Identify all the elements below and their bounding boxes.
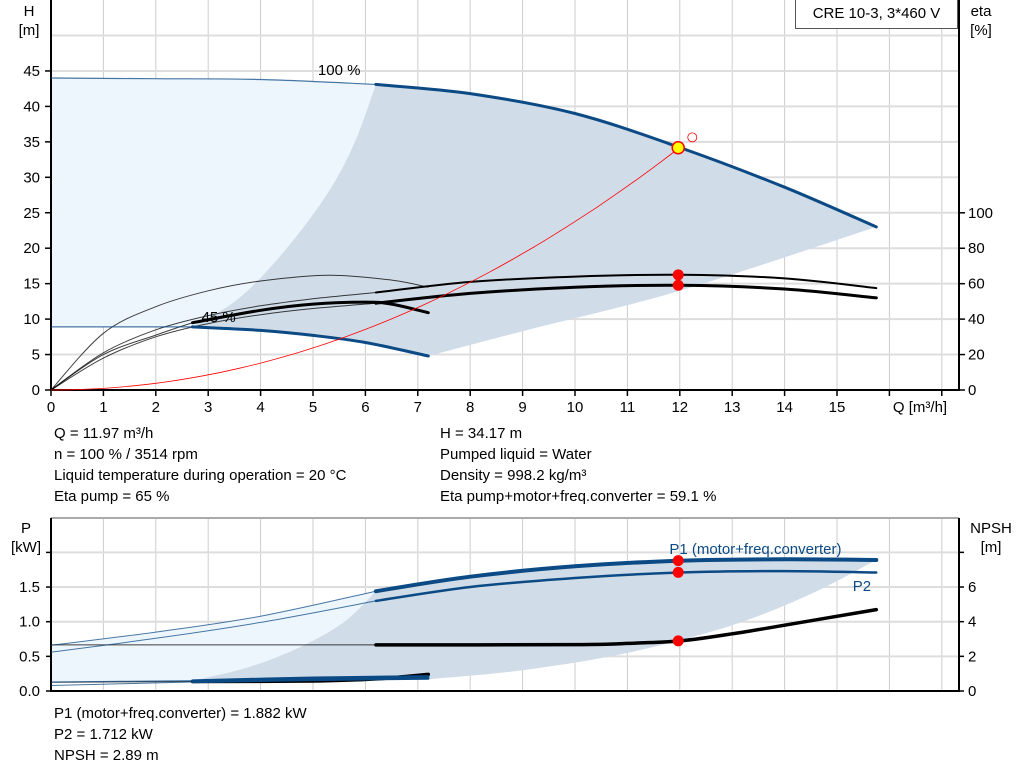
info-density: Density = 998.2 kg/m³	[440, 467, 587, 484]
npsh-tick-label: 4	[968, 614, 976, 631]
eta-curve-thin	[50, 302, 376, 391]
y-tick-label-right: 100	[968, 205, 993, 222]
eta-curve-thin	[50, 292, 376, 391]
y-tick-label-left: 5	[32, 347, 40, 364]
y-axis-label-right: eta	[971, 3, 993, 20]
system-curve	[50, 147, 681, 391]
y-tick-label-right: 20	[968, 347, 985, 364]
x-tick-label: 1	[99, 399, 107, 416]
info-speed: n = 100 % / 3514 rpm	[54, 446, 198, 463]
x-axis-label: Q [m³/h]	[893, 399, 947, 416]
info-pumped-liquid: Pumped liquid = Water	[440, 446, 592, 463]
y-axis-label-left: H	[24, 3, 35, 20]
info-p2: P2 = 1.712 kW	[54, 726, 153, 743]
power-curve	[191, 675, 430, 682]
npsh-tick-label: 0	[968, 683, 976, 700]
x-tick-label: 2	[152, 399, 160, 416]
info-npsh: NPSH = 2.89 m	[54, 747, 159, 764]
x-tick-label: 10	[567, 399, 584, 416]
y-tick-label-left: 20	[23, 240, 40, 257]
pump-title-box: CRE 10-3, 3*460 V	[795, 0, 958, 29]
y-axis-label-right-unit: [%]	[970, 22, 992, 39]
npsh-operating-point	[672, 635, 684, 647]
y-tick-label-left: 30	[23, 169, 40, 186]
eta-curve-thin	[50, 274, 429, 391]
power-curve	[374, 569, 878, 603]
power-curve	[373, 557, 879, 594]
head-curve	[191, 325, 430, 358]
p-tick-label: 0.5	[19, 648, 40, 665]
x-tick-label: 15	[829, 399, 846, 416]
eta-operating-point	[672, 279, 684, 291]
y-tick-label-right: 0	[968, 382, 976, 399]
y-tick-label-left: 15	[23, 276, 40, 293]
head-curve	[374, 82, 878, 229]
power-curve	[191, 677, 430, 684]
x-tick-label: 9	[518, 399, 526, 416]
head-curve-label-100: 100 %	[318, 62, 361, 79]
x-tick-label: 11	[620, 399, 636, 416]
p-tick-label: 1.0	[19, 614, 40, 631]
operating-range-dark	[192, 84, 877, 357]
info-eta-total: Eta pump+motor+freq.converter = 59.1 %	[440, 488, 717, 505]
x-tick-label: 8	[466, 399, 474, 416]
x-tick-label: 13	[724, 399, 741, 416]
npsh-curve	[374, 607, 879, 647]
info-head: H = 34.17 m	[440, 425, 523, 442]
y-tick-label-left: 25	[23, 205, 40, 222]
x-tick-label: 7	[414, 399, 422, 416]
eta-curve-thin	[50, 322, 193, 391]
y-tick-label-right: 60	[968, 276, 985, 293]
y-tick-label-left: 0	[32, 382, 40, 399]
npsh-tick-label: 2	[968, 648, 976, 665]
y-axis-label-left-unit: [m]	[19, 22, 40, 39]
power-curve-thin	[50, 680, 193, 683]
x-tick-label: 0	[47, 399, 55, 416]
p2-curve-label: P2	[853, 578, 871, 595]
power-curve-thin	[50, 590, 377, 646]
x-tick-label: 6	[361, 399, 369, 416]
npsh-tick-label: 6	[968, 579, 976, 596]
x-tick-label: 3	[204, 399, 212, 416]
info-flow: Q = 11.97 m³/h	[54, 425, 154, 442]
y-tick-label-right: 40	[968, 311, 985, 328]
p1-operating-point	[672, 555, 684, 567]
y-tick-label-left: 10	[23, 311, 40, 328]
x-tick-label: 5	[309, 399, 317, 416]
x-tick-label: 14	[776, 399, 793, 416]
info-liquid-temperature: Liquid temperature during operation = 20…	[54, 467, 347, 484]
info-eta-pump: Eta pump = 65 %	[54, 488, 170, 505]
power-curve-thin	[50, 600, 376, 653]
p1-curve-label: P1 (motor+freq.converter)	[669, 541, 841, 558]
p-tick-label: 0.0	[19, 683, 40, 700]
npsh-axis-label: NPSH	[970, 520, 1012, 537]
y-tick-label-left: 35	[23, 134, 40, 151]
system-curve-end-marker	[687, 132, 698, 143]
p-tick-label: 1.5	[19, 579, 40, 596]
eta-operating-point	[672, 269, 684, 281]
y-tick-label-left: 45	[23, 63, 40, 80]
eta-curve	[374, 273, 878, 294]
duty-point	[671, 140, 685, 155]
info-p1: P1 (motor+freq.converter) = 1.882 kW	[54, 705, 307, 722]
x-tick-label: 12	[671, 399, 688, 416]
power-range-dark	[192, 559, 877, 681]
p-axis-label-unit: [kW]	[11, 539, 41, 556]
eta-curve	[191, 300, 430, 325]
head-curve-thin	[50, 77, 376, 85]
npsh-axis-label-unit: [m]	[981, 539, 1002, 556]
eta-curve	[374, 283, 878, 305]
head-curve-label-45: 45 %	[202, 309, 236, 326]
p2-operating-point	[672, 566, 684, 578]
x-tick-label: 4	[256, 399, 264, 416]
p-axis-label: P	[21, 520, 31, 537]
y-tick-label-right: 80	[968, 240, 985, 257]
y-tick-label-left: 40	[23, 98, 40, 115]
power-curve-thin	[50, 681, 193, 686]
